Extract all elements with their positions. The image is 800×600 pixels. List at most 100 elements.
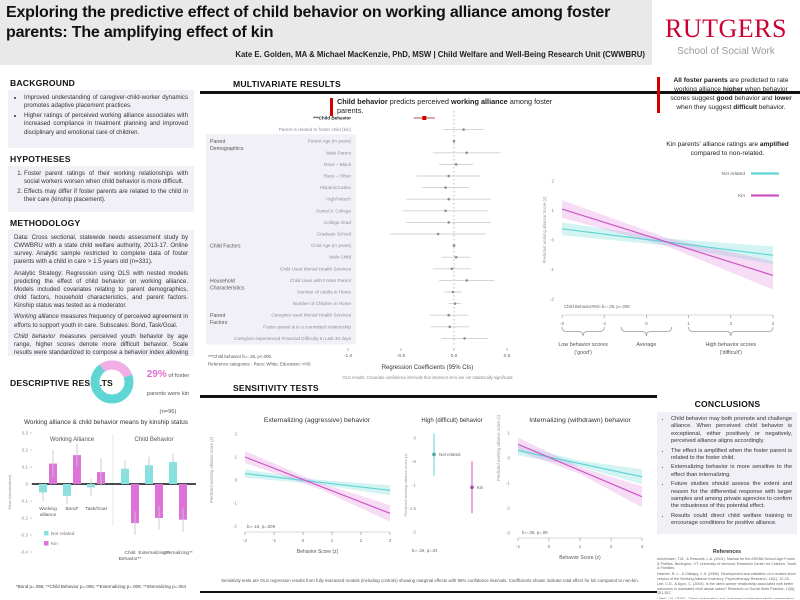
svg-text:-2: -2 — [560, 321, 565, 327]
svg-text:Child Age (in years): Child Age (in years) — [311, 243, 352, 248]
kin-stat-text: of foster parents were kin (n=96) — [146, 373, 190, 415]
estimate-point — [447, 174, 450, 178]
estimate-point — [451, 290, 455, 294]
svg-text:Working: Working — [39, 506, 57, 512]
svg-text:Predicted working alliance sco: Predicted working alliance score (z) — [496, 414, 501, 481]
rutgers-logo: RUTGERS School of Social Work — [652, 0, 800, 78]
svg-text:Parent: Parent — [210, 139, 226, 145]
svg-text:Working alliance & child behav: Working alliance & child behavior means … — [24, 419, 188, 426]
multivariate-heading: MULTIVARIATE RESULTS — [233, 79, 341, 89]
trend-line-not-related — [244, 472, 391, 491]
authors-line: Kate E. Golden, MA & Michael MacKenzie, … — [235, 50, 645, 59]
conclusions-bullets: Child behavior may both promote and chal… — [662, 416, 792, 528]
svg-text:Male Child: Male Child — [329, 255, 351, 260]
estimate-point — [453, 302, 457, 305]
svg-text:Child Used Mental Health Servi: Child Used Mental Health Services — [280, 266, 352, 271]
svg-text:Behavior**: Behavior** — [119, 556, 142, 562]
estimate-point-highlight — [422, 116, 427, 120]
svg-text:-2: -2 — [233, 524, 238, 529]
svg-text:0: 0 — [414, 436, 417, 441]
svg-text:alliance: alliance — [40, 512, 57, 518]
interaction-plot: Predicted working alliance Score (z) 2 1 0 -… — [542, 171, 779, 356]
background-box: Improved understanding of caregiver-chil… — [8, 90, 194, 148]
trend-line-not-related — [517, 449, 643, 478]
svg-text:('good'): ('good') — [574, 350, 592, 356]
svg-text:***Child Behavior: ***Child Behavior — [313, 116, 351, 121]
svg-text:-1: -1 — [506, 481, 511, 486]
svg-text:Parent is related to foster ch: Parent is related to foster child (kin) — [279, 127, 352, 132]
svg-text:Characteristics: Characteristics — [210, 285, 245, 291]
trend-line-kin — [517, 443, 643, 498]
svg-text:High (difficult) behavior: High (difficult) behavior — [421, 418, 482, 424]
ci-band-not-related — [518, 445, 642, 485]
externalizing-plot: Externalizing (aggressive) behavior Predi… — [209, 417, 392, 555]
svg-text:-1.0: -1.0 — [344, 353, 353, 359]
kin-donut-chart — [90, 360, 134, 404]
svg-text:2: 2 — [610, 544, 613, 550]
svg-text:2: 2 — [729, 321, 732, 327]
hypotheses-heading: HYPOTHESES — [10, 154, 71, 164]
svg-text:1: 1 — [234, 455, 237, 460]
svg-text:Externalizing**: Externalizing** — [138, 550, 169, 556]
svg-text:Kin: Kin — [51, 541, 58, 547]
svg-text:-1: -1 — [516, 544, 521, 550]
svg-text:Race – Other: Race – Other — [324, 174, 352, 179]
svg-text:-1.5: -1.5 — [408, 506, 416, 511]
methodology-heading: METHODOLOGY — [10, 218, 81, 228]
svg-text:0.5: 0.5 — [504, 353, 511, 359]
svg-text:Predicted working alliance Sco: Predicted working alliance Score (z) — [542, 196, 547, 263]
donut-kin-arc — [90, 360, 134, 404]
finding-box-1: All foster parents are predicted to rate… — [657, 77, 798, 113]
svg-text:0: 0 — [645, 321, 648, 327]
svg-text:0: 0 — [507, 456, 510, 461]
svg-text:Child Factors: Child Factors — [210, 244, 241, 250]
svg-text:Race – Black: Race – Black — [324, 162, 352, 167]
ci-band-kin — [245, 451, 390, 522]
svg-text:b=-.26, p=.04: b=-.26, p=.04 — [412, 548, 438, 553]
estimate-point — [465, 279, 469, 282]
brace — [688, 326, 774, 337]
bar-kin — [179, 484, 187, 520]
svg-text:Some/Jr. College: Some/Jr. College — [316, 208, 351, 213]
svg-text:Reference categories - Race: W: Reference categories - Race: White; Educ… — [208, 362, 311, 367]
svg-text:High/Votech: High/Votech — [326, 197, 351, 202]
svg-text:Male Parent: Male Parent — [326, 150, 351, 155]
svg-text:Number of Children in Home: Number of Children in Home — [293, 301, 352, 306]
list-item: Effects may differ if foster parents are… — [24, 188, 188, 204]
svg-text:Average: Average — [636, 342, 656, 348]
list-item: Littell, J.H. (2001). Client participati… — [657, 597, 795, 599]
svg-text:Mean (standardized): Mean (standardized) — [8, 474, 12, 510]
svg-text:-1: -1 — [412, 483, 416, 488]
svg-text:1: 1 — [551, 208, 554, 213]
sensitivity-caption: Sensitivity tests are OLS regression res… — [221, 578, 639, 583]
svg-text:College Grad: College Grad — [324, 220, 352, 225]
svg-text:Working Alliance: Working Alliance — [50, 437, 95, 443]
svg-text:Parent: Parent — [210, 313, 226, 319]
references-list: Achenbach, T.M., & Rescorla, L.A. (2001)… — [657, 557, 798, 599]
sensitivity-heading: SENSITIVITY TESTS — [233, 383, 319, 393]
kin-stat: 29% of foster parents were kin (n=96) — [140, 364, 196, 418]
estimate-point — [465, 151, 469, 155]
references-heading: References — [713, 549, 741, 555]
background-heading: BACKGROUND — [10, 78, 76, 88]
svg-text:Hispanic/Latino: Hispanic/Latino — [320, 185, 352, 190]
estimate-point — [450, 267, 454, 271]
svg-text:-0.1: -0.1 — [20, 499, 28, 504]
svg-text:Predicted working alliance sco: Predicted working alliance score (z) — [209, 436, 214, 503]
svg-text:-0.2: -0.2 — [20, 516, 28, 521]
svg-text:2: 2 — [360, 538, 363, 544]
paragraph: Data: Cross sectional, statewide needs a… — [14, 234, 188, 266]
svg-text:Parent Age (in years): Parent Age (in years) — [308, 139, 352, 144]
methodology-box: Data: Cross sectional, statewide needs a… — [8, 230, 194, 356]
paragraph: Analytic Strategy: Regression using OLS … — [14, 269, 188, 310]
list-item: Foster parent ratings of their working r… — [24, 170, 188, 186]
means-bar-chart: Working alliance & child behavior means … — [8, 419, 196, 562]
svg-text:1: 1 — [507, 431, 510, 436]
svg-text:0: 0 — [551, 238, 554, 243]
svg-text:0: 0 — [548, 544, 551, 550]
estimate-point — [462, 128, 465, 131]
estimate-point — [436, 232, 440, 236]
svg-text:-2: -2 — [412, 530, 416, 535]
list-item: Externalizing behavior is more sensitive… — [671, 464, 792, 479]
